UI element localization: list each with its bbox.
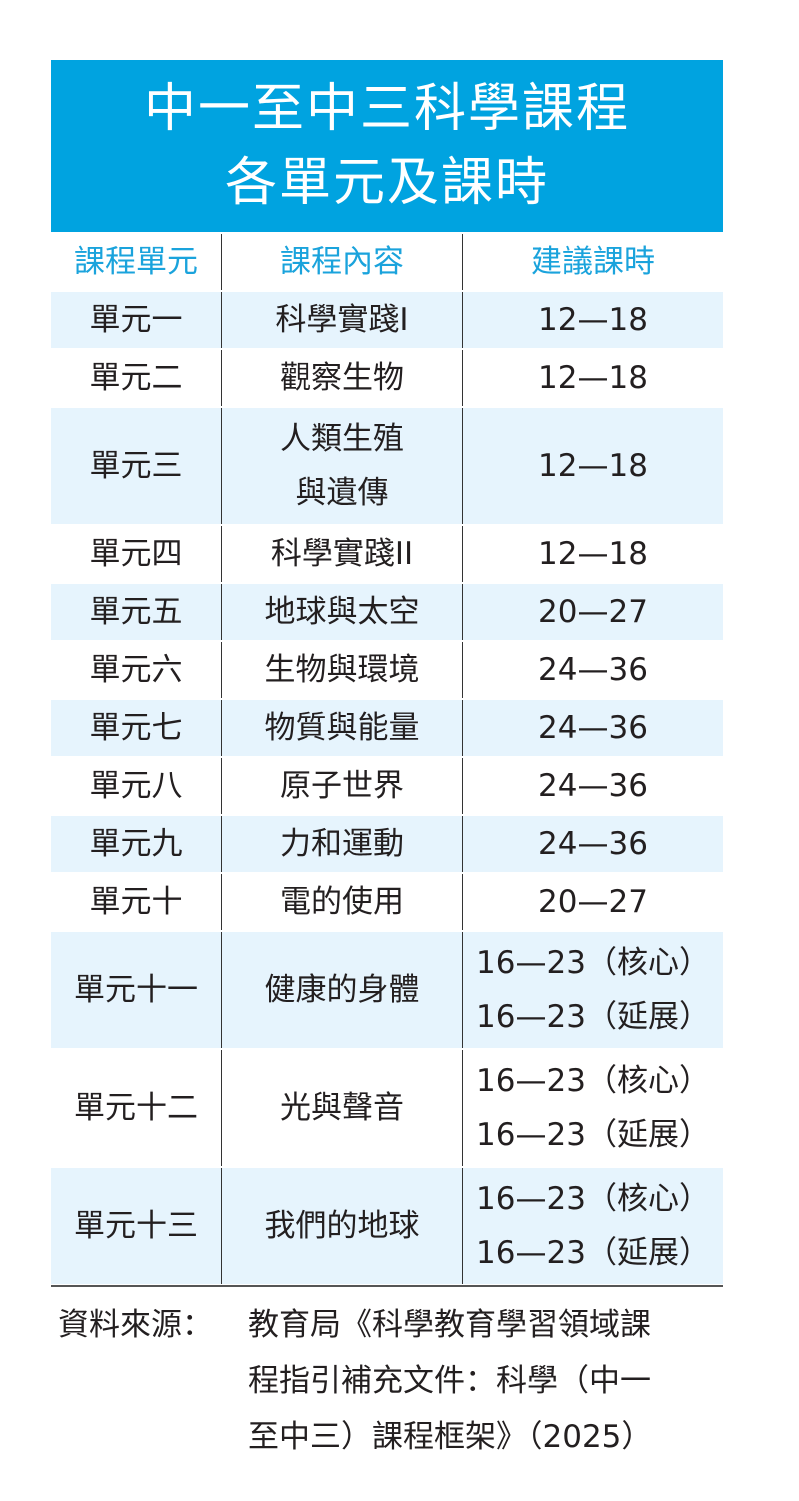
table-row: 單元四 科學實踐II 12—18: [51, 526, 723, 584]
content-cell: 原子世界: [222, 758, 463, 814]
content-cell: 觀察生物: [222, 350, 463, 406]
table-title: 中一至中三科學課程 各單元及課時: [51, 60, 723, 232]
unit-cell: 單元十: [51, 874, 222, 930]
hours-cell: 24—36: [463, 642, 723, 698]
content-cell-line: 我們的地球: [264, 1208, 420, 1244]
content-cell: 力和運動: [222, 816, 463, 872]
table-row: 單元十一 健康的身體 16—23（核心） 16—23（延展）: [51, 932, 723, 1050]
table-row: 單元二 觀察生物 12—18: [51, 350, 723, 408]
source-line: 至中三）課程框架》（2025）: [248, 1419, 653, 1455]
table-row: 單元五 地球與太空 20—27: [51, 584, 723, 642]
source-line: 教育局《科學教育學習領域課: [248, 1307, 651, 1343]
content-cell-line: 科學實踐II: [270, 536, 414, 572]
source-text: 教育局《科學教育學習領域課 程指引補充文件：科學（中一 至中三）課程框架》（20…: [248, 1297, 723, 1465]
content-cell-line: 電的使用: [280, 884, 404, 920]
table-row: 單元九 力和運動 24—36: [51, 816, 723, 874]
hours-cell-line: 16—23（延展）: [476, 1235, 710, 1271]
content-cell-line: 物質與能量: [264, 710, 420, 746]
content-cell: 生物與環境: [222, 642, 463, 698]
hours-cell: 24—36: [463, 700, 723, 756]
unit-cell: 單元二: [51, 350, 222, 406]
table-header-row: 課程單元 課程內容 建議課時: [51, 234, 723, 292]
content-cell-line: 觀察生物: [280, 360, 404, 396]
hours-cell-line: 24—36: [538, 768, 648, 804]
column-header-hours: 建議課時: [531, 244, 655, 280]
unit-cell: 單元一: [51, 292, 222, 348]
content-cell: 人類生殖 與遺傳: [222, 408, 463, 524]
hours-cell-line: 20—27: [538, 594, 648, 630]
hours-cell-line: 16—23（延展）: [476, 999, 710, 1035]
table-row: 單元八 原子世界 24—36: [51, 758, 723, 816]
hours-cell-line: 12—18: [538, 536, 648, 572]
unit-cell: 單元八: [51, 758, 222, 814]
bottom-rule: [51, 1285, 723, 1287]
hours-cell: 12—18: [463, 408, 723, 524]
hours-cell-line: 24—36: [538, 710, 648, 746]
hours-cell: 24—36: [463, 816, 723, 872]
table-row: 單元十二 光與聲音 16—23（核心） 16—23（延展）: [51, 1050, 723, 1168]
table-row: 單元一 科學實踐I 12—18: [51, 292, 723, 350]
unit-cell: 單元十三: [51, 1168, 222, 1284]
content-cell: 光與聲音: [222, 1050, 463, 1166]
hours-cell-line: 16—23（核心）: [476, 1181, 710, 1217]
content-cell-line: 光與聲音: [280, 1090, 404, 1126]
content-cell-line: 科學實踐I: [275, 302, 409, 338]
content-cell: 我們的地球: [222, 1168, 463, 1284]
content-cell-line: 原子世界: [280, 768, 404, 804]
hours-cell: 12—18: [463, 292, 723, 348]
table-row: 單元六 生物與環境 24—36: [51, 642, 723, 700]
content-cell-line: 人類生殖: [280, 421, 404, 457]
hours-cell: 20—27: [463, 874, 723, 930]
hours-cell-line: 24—36: [538, 826, 648, 862]
content-cell: 健康的身體: [222, 932, 463, 1048]
unit-cell: 單元六: [51, 642, 222, 698]
content-cell-line: 與遺傳: [295, 475, 389, 511]
content-cell: 電的使用: [222, 874, 463, 930]
table-row: 單元三 人類生殖 與遺傳 12—18: [51, 408, 723, 526]
hours-cell-line: 12—18: [538, 448, 648, 484]
hours-cell: 12—18: [463, 350, 723, 406]
hours-cell-line: 12—18: [538, 360, 648, 396]
content-cell-line: 健康的身體: [264, 972, 420, 1008]
unit-cell: 單元十二: [51, 1050, 222, 1166]
table-row: 單元七 物質與能量 24—36: [51, 700, 723, 758]
table-row: 單元十 電的使用 20—27: [51, 874, 723, 932]
hours-cell: 16—23（核心） 16—23（延展）: [463, 932, 723, 1048]
content-cell-line: 地球與太空: [264, 594, 420, 630]
hours-cell: 24—36: [463, 758, 723, 814]
unit-cell: 單元三: [51, 408, 222, 524]
hours-cell: 12—18: [463, 526, 723, 582]
unit-cell: 單元四: [51, 526, 222, 582]
hours-cell-line: 12—18: [538, 302, 648, 338]
hours-cell-line: 16—23（核心）: [476, 1063, 710, 1099]
source-label: 資料來源：: [58, 1307, 213, 1343]
hours-cell-line: 20—27: [538, 884, 648, 920]
content-cell: 地球與太空: [222, 584, 463, 640]
hours-cell: 16—23（核心） 16—23（延展）: [463, 1168, 723, 1284]
hours-cell: 20—27: [463, 584, 723, 640]
title-line-2: 各單元及課時: [224, 153, 549, 213]
column-header-unit: 課程單元: [51, 234, 222, 290]
source-line: 程指引補充文件：科學（中一: [248, 1363, 651, 1399]
column-header-content: 課程內容: [222, 234, 463, 290]
hours-cell-line: 24—36: [538, 652, 648, 688]
content-cell-line: 力和運動: [280, 826, 404, 862]
title-line-1: 中一至中三科學課程: [143, 79, 630, 139]
content-cell: 科學實踐II: [222, 526, 463, 582]
content-cell: 科學實踐I: [222, 292, 463, 348]
unit-cell: 單元九: [51, 816, 222, 872]
hours-cell-line: 16—23（延展）: [476, 1117, 710, 1153]
unit-cell: 單元十一: [51, 932, 222, 1048]
hours-cell: 16—23（核心） 16—23（延展）: [463, 1050, 723, 1166]
table-row: 單元十三 我們的地球 16—23（核心） 16—23（延展）: [51, 1168, 723, 1286]
content-cell-line: 生物與環境: [264, 652, 420, 688]
hours-cell-line: 16—23（核心）: [476, 945, 710, 981]
course-table: 課程單元 課程內容 建議課時 單元一 科學實踐I 12—18 單元二 觀察生物 12—18…: [51, 234, 723, 1286]
unit-cell: 單元七: [51, 700, 222, 756]
content-cell: 物質與能量: [222, 700, 463, 756]
unit-cell: 單元五: [51, 584, 222, 640]
